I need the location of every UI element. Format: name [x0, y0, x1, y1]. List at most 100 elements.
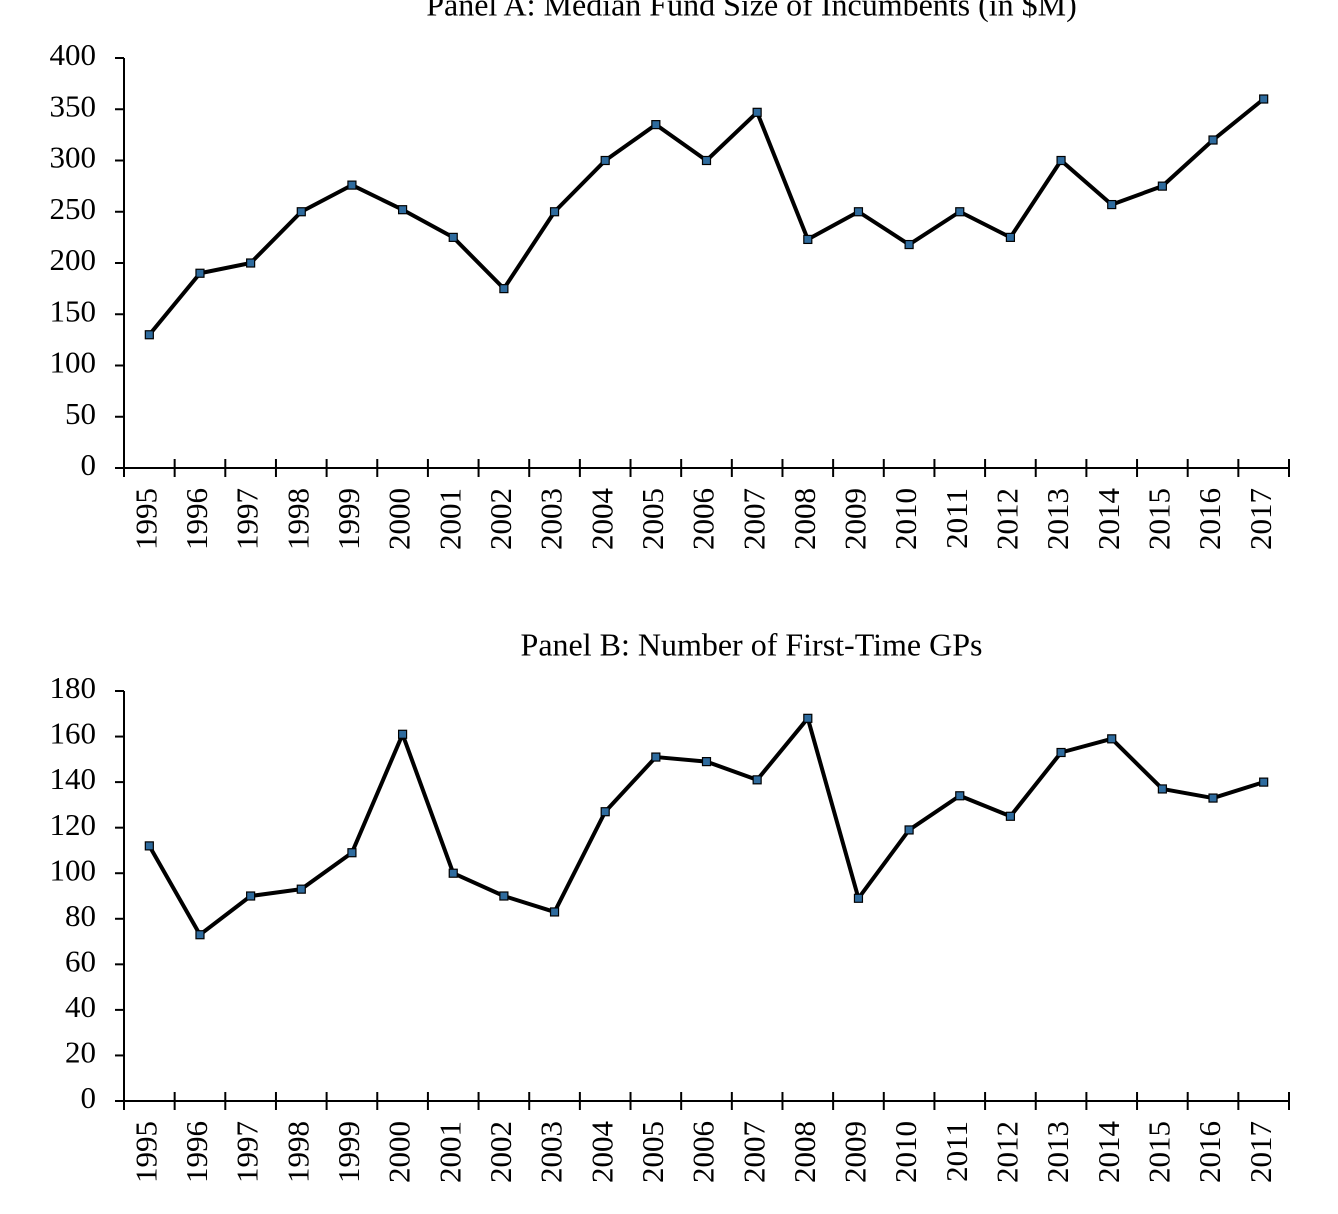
chart-title: Panel A: Median Fund Size of Incumbents … [426, 0, 1077, 22]
x-tick-label: 1998 [280, 1121, 315, 1183]
marker [1259, 777, 1269, 787]
marker [549, 907, 560, 917]
y-tick-label: 250 [50, 191, 97, 226]
x-tick-label: 2002 [483, 1121, 518, 1183]
marker [651, 120, 661, 130]
y-tick-label: 180 [50, 670, 97, 705]
marker [397, 729, 408, 739]
marker [144, 330, 154, 340]
x-tick-label: 1995 [128, 1121, 163, 1183]
marker [499, 891, 509, 901]
marker [1056, 747, 1066, 758]
x-tick-label: 2012 [990, 488, 1025, 550]
x-tick-label: 1997 [230, 1121, 265, 1183]
x-tick-label: 2008 [787, 488, 822, 550]
marker [347, 180, 357, 190]
line [147, 97, 1265, 337]
marker [397, 205, 408, 215]
marker [701, 757, 712, 767]
marker [1005, 232, 1016, 242]
x-tick-label: 2000 [382, 488, 417, 550]
marker [600, 155, 610, 166]
x-tick-label: 2010 [888, 488, 923, 550]
chart-title: Panel B: Number of First-Time GPs [521, 626, 983, 662]
marker [347, 848, 357, 858]
marker [246, 258, 256, 268]
marker [499, 284, 509, 294]
x-tick-label: 2009 [838, 488, 873, 550]
x-tick-label: 2011 [939, 488, 974, 549]
x-tick-label: 2004 [584, 1121, 619, 1184]
marker [448, 868, 458, 878]
y-tick-label: 0 [81, 447, 97, 482]
x-tick-label: 1995 [128, 488, 163, 550]
x-tick-label: 2005 [635, 488, 670, 550]
marker [296, 207, 306, 217]
y-tick-label: 0 [81, 1080, 97, 1115]
marker [1157, 784, 1167, 794]
y-tick-label: 350 [50, 88, 97, 123]
x-tick-label: 2004 [584, 488, 619, 551]
y-tick-label: 200 [50, 242, 97, 277]
y-tick-label: 150 [50, 293, 97, 328]
x-tick-label: 2005 [635, 1121, 670, 1183]
marker [246, 891, 256, 901]
marker [600, 807, 610, 817]
x-tick-label: 2001 [432, 1121, 467, 1183]
marker [853, 893, 864, 903]
marker [1157, 181, 1167, 191]
x-tick-label: 2010 [888, 1121, 923, 1183]
marker [549, 207, 560, 217]
marker [955, 207, 965, 217]
x-tick-label: 2015 [1141, 1121, 1176, 1183]
x-tick-label: 2014 [1091, 488, 1126, 551]
x-tick-label: 2003 [534, 1121, 569, 1183]
y-tick-label: 50 [65, 396, 96, 431]
x-tick-label: 1996 [179, 1121, 214, 1183]
y-tick-label: 40 [65, 989, 96, 1024]
x-tick-label: 1999 [331, 1121, 366, 1183]
marker [803, 234, 813, 245]
y-tick-label: 300 [50, 140, 97, 175]
y-tick-label: 160 [50, 716, 97, 751]
marker [803, 713, 813, 723]
x-tick-label: 2008 [787, 1121, 822, 1183]
marker [853, 207, 864, 217]
marker [1208, 793, 1218, 803]
marker [701, 155, 712, 166]
marker [195, 930, 205, 940]
x-tick-label: 2006 [686, 488, 721, 550]
x-tick-label: 1997 [230, 488, 265, 550]
x-tick-label: 2013 [1040, 488, 1075, 550]
x-tick-label: 2000 [382, 1121, 417, 1183]
marker [955, 791, 965, 801]
y-tick-label: 100 [50, 852, 97, 887]
x-tick-label: 2013 [1040, 1121, 1075, 1183]
x-tick-label: 1998 [280, 488, 315, 550]
x-tick-label: 2009 [838, 1121, 873, 1183]
marker [1107, 734, 1117, 744]
marker [904, 239, 914, 250]
marker [1259, 94, 1269, 104]
marker [1208, 135, 1218, 145]
y-tick-label: 400 [50, 37, 97, 72]
marker [752, 775, 762, 785]
x-tick-label: 2007 [736, 1121, 771, 1183]
x-tick-label: 1999 [331, 488, 366, 550]
marker [144, 841, 154, 851]
x-tick-label: 2011 [939, 1121, 974, 1182]
x-tick-label: 2002 [483, 488, 518, 550]
marker [904, 825, 914, 835]
y-tick-label: 60 [65, 943, 96, 978]
marker [448, 232, 458, 242]
x-tick-label: 2006 [686, 1121, 721, 1183]
x-tick-label: 2016 [1192, 488, 1227, 550]
marker [195, 268, 205, 278]
x-tick-label: 2017 [1243, 488, 1278, 550]
x-tick-label: 2014 [1091, 1121, 1126, 1184]
line [147, 716, 1265, 937]
x-tick-label: 2001 [432, 488, 467, 550]
x-tick-label: 2003 [534, 488, 569, 550]
x-tick-label: 2007 [736, 488, 771, 550]
